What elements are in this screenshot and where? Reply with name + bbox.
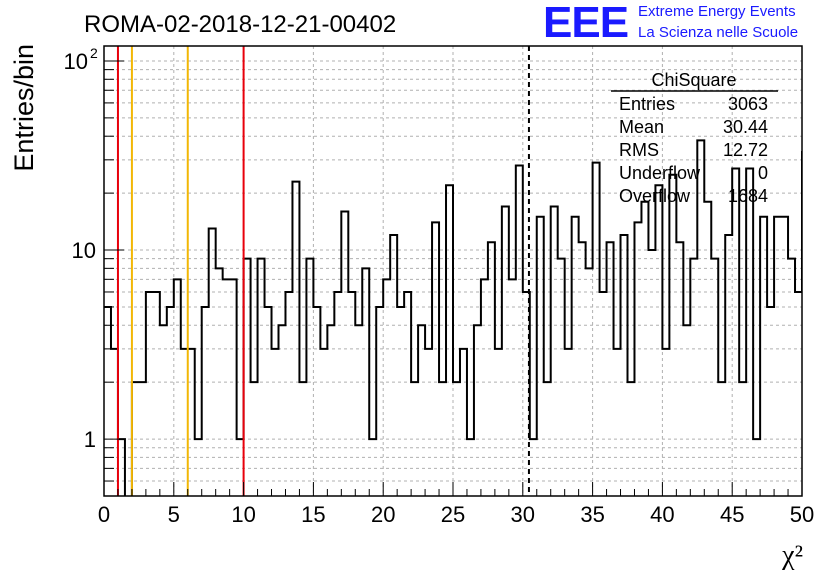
stats-value: 12.72 [723, 140, 768, 160]
x-tick-label: 35 [580, 502, 604, 527]
x-tick-label: 20 [371, 502, 395, 527]
x-tick-label: 10 [231, 502, 255, 527]
stats-value: 1684 [728, 186, 768, 206]
y-tick-label-exponent: 2 [90, 45, 98, 61]
y-tick-label: 1 [84, 427, 96, 452]
stats-box: ChiSquare Entries 3063 Mean 30.44 RMS 12.72 Und… [611, 70, 778, 206]
x-tick-label: 5 [168, 502, 180, 527]
chart-title: ROMA-02-2018-12-21-00402 [84, 11, 396, 38]
stats-title: ChiSquare [651, 70, 736, 90]
x-tick-label: 40 [650, 502, 674, 527]
stats-value: 0 [758, 163, 768, 183]
stats-value: 3063 [728, 94, 768, 114]
x-tick-label: 15 [301, 502, 325, 527]
stats-label: RMS [619, 140, 659, 160]
stats-label: Entries [619, 94, 675, 114]
stats-label: Mean [619, 117, 664, 137]
stats-label: Overflow [619, 186, 691, 206]
histogram-outline [104, 139, 802, 496]
x-tick-labels: 0 5 10 15 20 25 30 35 40 45 50 [98, 502, 814, 527]
x-tick-label: 0 [98, 502, 110, 527]
y-tick-label: 10 [64, 49, 88, 74]
x-tick-label: 30 [511, 502, 535, 527]
x-tick-label: 45 [720, 502, 744, 527]
logo-line-1: Extreme Energy Events [638, 3, 796, 20]
axis-ticks [103, 60, 803, 496]
reference-lines [116, 46, 530, 496]
y-tick-label: 10 [72, 238, 96, 263]
x-tick-label: 25 [441, 502, 465, 527]
eee-logo: EEE [543, 0, 629, 47]
logo-line-2: La Scienza nelle Scuole [638, 24, 799, 41]
x-tick-label: 50 [790, 502, 814, 527]
x-axis-label: χ² [781, 540, 803, 571]
stats-label: Underflow [619, 163, 701, 183]
y-axis-label: Entries/bin [9, 44, 39, 172]
histogram-bars [104, 139, 802, 496]
stats-value: 30.44 [723, 117, 768, 137]
